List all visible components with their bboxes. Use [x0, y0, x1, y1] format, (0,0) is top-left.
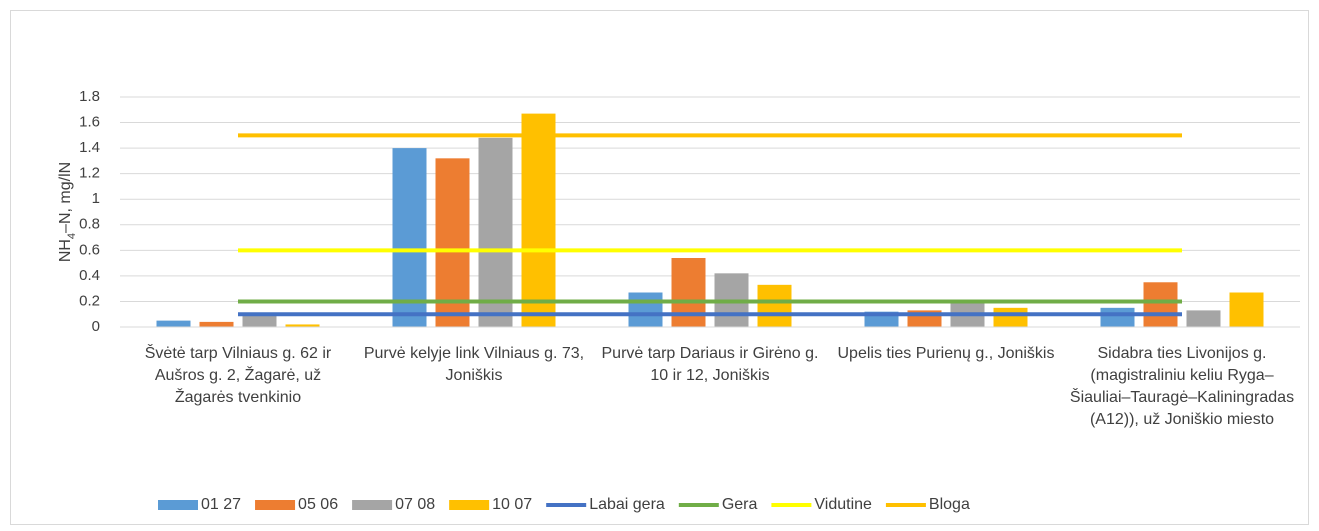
x-tick-label: Švėtė tarp Vilniaus g. 62 ir Aušros g. 2…: [144, 345, 332, 406]
y-label-part: NH: [57, 239, 74, 262]
y-tick-label: 0.8: [79, 216, 100, 233]
y-tick-label: 0.6: [79, 241, 100, 258]
legend-label: Vidutine: [814, 496, 872, 513]
y-tick-label: 1.6: [79, 114, 100, 131]
legend-label: 07 08: [395, 496, 435, 513]
bar: [435, 158, 470, 327]
x-tick-label: Upelis ties Purienų g., Joniškis: [837, 345, 1055, 362]
x-tick-label: Purvė kelyje link Vilniaus g. 73, Jonišk…: [363, 345, 585, 384]
bar: [993, 307, 1028, 327]
bar: [156, 320, 191, 327]
bar: [671, 258, 706, 327]
bar: [628, 292, 663, 327]
y-tick-label: 1: [92, 190, 100, 207]
legend-label: 05 06: [298, 496, 338, 513]
legend-label: Bloga: [929, 496, 970, 513]
y-label-part: –N, mg/lN: [57, 162, 74, 233]
chart-border: [10, 10, 1309, 525]
y-tick-label: 1.2: [79, 165, 100, 182]
bar: [1143, 282, 1178, 327]
legend-label: 01 27: [201, 496, 241, 513]
bar: [199, 321, 234, 327]
y-tick-label: 1.4: [79, 139, 100, 156]
y-tick-label: 0.4: [79, 267, 100, 284]
legend-label: Gera: [722, 496, 758, 513]
y-axis-label: NH4–N, mg/lN: [57, 162, 78, 262]
legend-label: Labai gera: [589, 496, 665, 513]
x-tick-label: Purvė tarp Dariaus ir Girėno g. 10 ir 12…: [601, 345, 819, 384]
y-label-sub: 4: [66, 233, 78, 239]
bar: [242, 314, 277, 327]
legend-swatch: [158, 500, 198, 510]
bar: [757, 284, 792, 327]
legend-swatch: [255, 500, 296, 510]
bar: [1100, 307, 1135, 327]
bar: [392, 148, 427, 327]
bar: [478, 137, 513, 327]
bar: [521, 113, 556, 327]
legend-swatch: [449, 500, 490, 510]
legend-swatch: [352, 500, 393, 510]
bar: [285, 324, 320, 327]
bar: [1186, 310, 1221, 327]
y-tick-label: 0: [92, 318, 100, 335]
y-tick-label: 0.2: [79, 292, 100, 309]
y-tick-label: 1.8: [79, 88, 100, 105]
bar: [1229, 292, 1264, 327]
x-tick-label: Sidabra ties Livonijos g. (magistraliniu…: [1069, 345, 1295, 428]
legend-label: 10 07: [492, 496, 532, 513]
